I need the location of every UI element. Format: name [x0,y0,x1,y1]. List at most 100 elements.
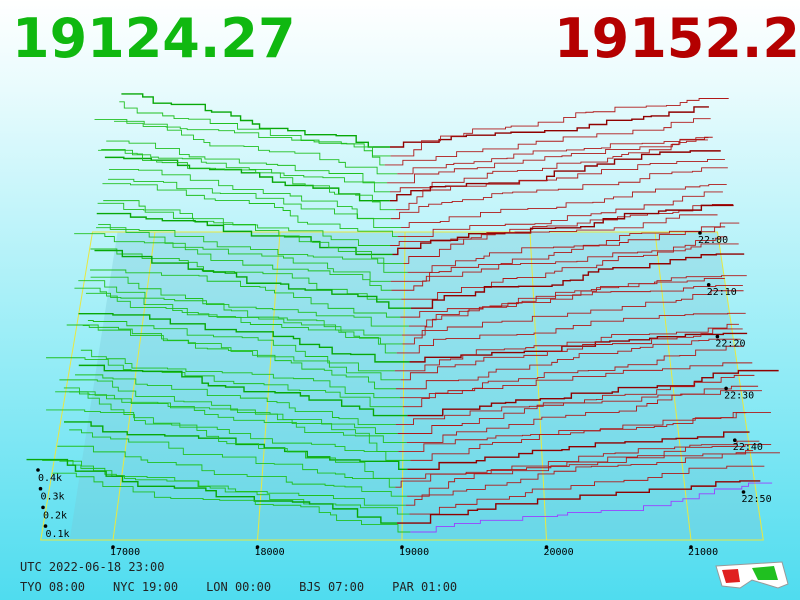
bid-curve [80,349,401,399]
ask-curve [392,204,734,256]
time-zones: TYO 08:00 NYC 19:00 LON 00:00 BJS 07:00 PAR … [20,580,485,594]
bid-curve [46,357,403,408]
ask-curve [389,136,713,193]
tick-dot [741,490,746,494]
grid-frame [40,231,764,541]
ask-curve [402,290,744,345]
time-label: 22:00 [698,235,728,246]
zone-time: LON 00:00 [206,580,272,594]
ask-curve [398,412,747,452]
utc-time: UTC 2022-06-18 23:00 [20,560,165,574]
ask-curve [401,440,760,479]
ask-curve [407,226,726,273]
ask-curve [410,482,773,533]
time-label: 22:20 [715,339,745,350]
tick-dot [111,545,115,549]
tick-dot [41,505,45,510]
bid-curve [59,379,399,452]
time-label: 22:10 [707,287,737,298]
bid-curve [78,364,408,417]
ask-curve [389,150,721,202]
x-tick-label: 19000 [399,547,429,558]
tick-dot [706,283,711,287]
bid-curve [63,387,407,443]
ask-curve [410,253,745,309]
bid-curve [121,93,390,148]
bid-curve [103,200,391,246]
tick-dot [544,545,549,549]
bid-curve [90,276,403,345]
ask-curve [407,450,754,497]
ask-curve [402,362,753,408]
floor-shadow [69,232,764,540]
bid-curve [97,202,404,264]
ask-curve [397,480,761,524]
bid-curve [101,148,396,211]
ask-curve [396,312,746,354]
tick-dot [400,545,404,549]
ask-curve [401,284,743,336]
bid-curve [98,224,408,273]
bid-curve [46,409,411,461]
tick-dot [715,334,720,339]
bid-curve [74,233,391,282]
zone-time: BJS 07:00 [299,580,365,594]
bid-curve [69,429,396,488]
tick-dot [689,545,693,549]
bid-curve [75,374,396,426]
ask-curve [391,222,740,291]
ask-curve [384,118,711,166]
time-label: 22:40 [733,442,763,453]
x-tick-label: 18000 [255,547,285,558]
zone-time: PAR 01:00 [392,580,458,594]
depth-label: 0.2k [43,510,67,521]
ask-curve [397,191,723,237]
bid-curve [78,312,410,363]
bid-curve [119,101,391,157]
bid-curve [94,249,411,309]
bid-curve [102,183,398,237]
bid-curve [57,445,408,497]
x-tick-label: 20000 [544,547,574,558]
tick-dot [255,545,260,549]
bid-curve [90,269,401,318]
ask-curve [395,158,725,211]
x-tick-label: 21000 [688,547,718,558]
bid-curve [114,120,398,175]
ask-curve [389,106,709,148]
ask-curve [407,431,750,471]
tick-dot [38,486,43,491]
grid-line [112,231,156,541]
bid-price: 19124.27 [12,7,296,70]
ask-curve [401,236,728,300]
ask-curve [390,203,734,246]
bid-curve [59,460,410,515]
bid-curve [96,227,392,291]
bid-curve [52,472,411,533]
depth-label: 0.1k [46,529,70,540]
ask-curve [406,385,759,443]
ask-curve [403,214,718,264]
glasses-icon [715,561,789,589]
bid-curve [94,119,385,166]
ask-curve [401,184,727,229]
bid-curve [26,458,398,524]
bid-curve [64,421,408,471]
x-tick-label: 17000 [110,547,140,558]
ask-curve [387,137,709,184]
ask-curve [400,328,743,381]
ask-curve [395,338,741,390]
ask-curve [400,277,725,318]
zone-time: NYC 19:00 [113,580,179,594]
time-label: 22:30 [724,390,754,401]
grid-line [401,231,406,541]
time-label: 22:50 [742,494,772,505]
tick-dot [724,386,728,391]
bid-curve [66,324,396,390]
ask-curve [405,452,780,506]
tick-dot [698,231,702,235]
ask-curve [394,323,739,372]
ask-curve [395,443,772,488]
